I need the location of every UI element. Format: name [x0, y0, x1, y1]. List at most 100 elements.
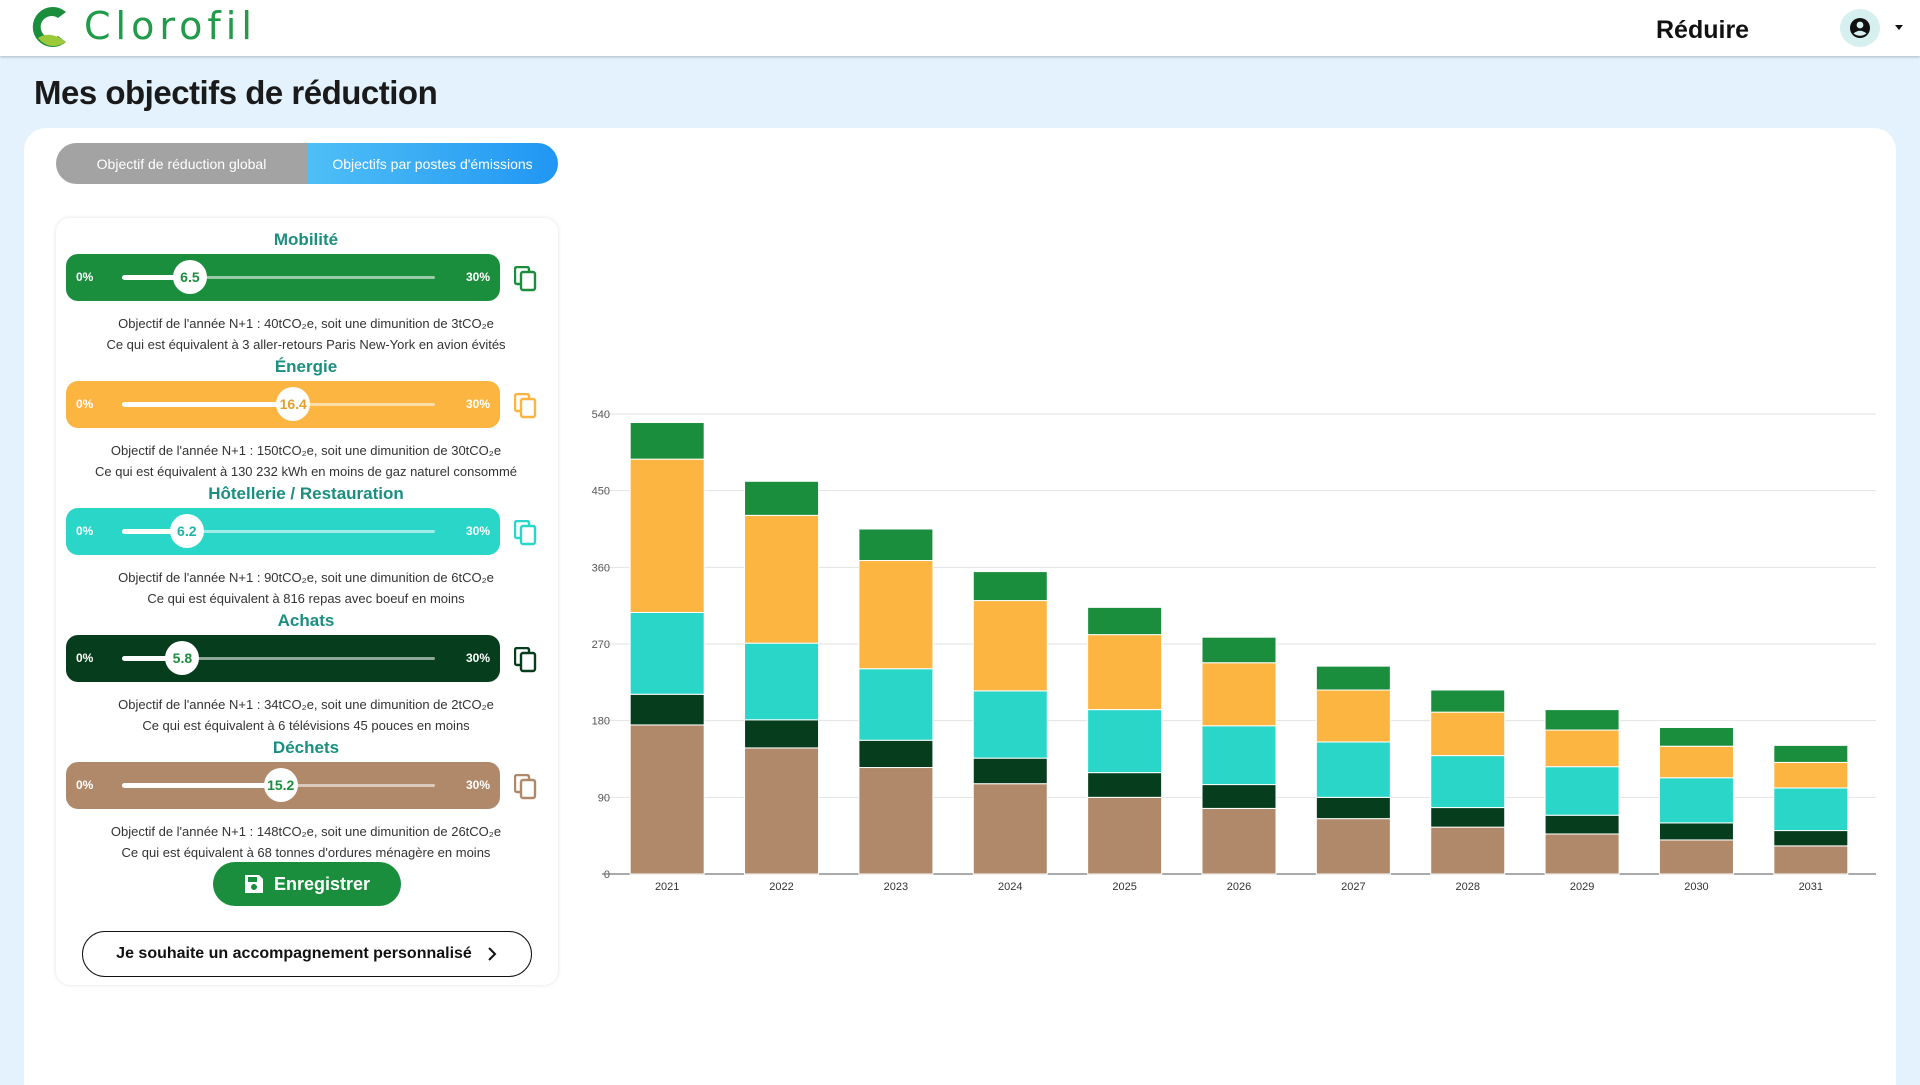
y-tick-label: 270 [592, 639, 610, 651]
copy-icon[interactable] [514, 774, 538, 800]
bar-segment-dechets[interactable] [1544, 833, 1620, 875]
bar-segment-energie[interactable] [1430, 711, 1506, 757]
x-tick-label: 2030 [1684, 881, 1708, 893]
slider-fill [122, 529, 187, 534]
bar-segment-energie[interactable] [1658, 745, 1734, 779]
bar-segment-hotellerie[interactable] [1087, 709, 1163, 774]
slider-thumb[interactable]: 6.2 [169, 514, 204, 548]
x-tick-label: 2022 [769, 881, 793, 893]
x-tick-label: 2021 [655, 881, 679, 893]
category-objective-text: Objectif de l'année N+1 : 148tCO₂e, soit… [110, 824, 502, 839]
bar-segment-dechets[interactable] [1201, 807, 1277, 875]
mobilite-slider[interactable]: 0% 6.5 30% [66, 254, 500, 301]
caret-down-icon[interactable] [1892, 20, 1906, 34]
copy-icon[interactable] [514, 647, 538, 673]
bar-segment-energie[interactable] [1544, 729, 1620, 768]
bar-segment-hotellerie[interactable] [1773, 787, 1849, 832]
bar-segment-mobilite[interactable] [1773, 744, 1849, 763]
bar-segment-achats[interactable] [1430, 807, 1506, 828]
bar-segment-mobilite[interactable] [1544, 709, 1620, 731]
bar-segment-energie[interactable] [1315, 689, 1391, 743]
bar-segment-achats[interactable] [1658, 822, 1734, 841]
bar-segment-achats[interactable] [972, 757, 1048, 785]
category-title: Énergie [274, 357, 338, 376]
bar-segment-mobilite[interactable] [972, 571, 1048, 602]
bar-segment-achats[interactable] [858, 739, 934, 769]
bar-segment-mobilite[interactable] [858, 528, 934, 562]
bar-segment-achats[interactable] [1201, 784, 1277, 809]
bar-segment-energie[interactable] [1201, 662, 1277, 727]
slider-thumb[interactable]: 5.8 [165, 641, 200, 675]
nav-link-reduire[interactable]: Réduire [1656, 16, 1750, 44]
slider-thumb[interactable]: 15.2 [263, 768, 298, 802]
account-circle-icon [1850, 18, 1870, 38]
save-button[interactable]: Enregistrer [213, 862, 401, 906]
bar-segment-dechets[interactable] [1658, 839, 1734, 875]
top-bar: Clorofil Réduire [0, 0, 1920, 56]
bar-segment-dechets[interactable] [629, 724, 705, 875]
slider-thumb[interactable]: 6.5 [172, 260, 207, 294]
bar-segment-energie[interactable] [1773, 761, 1849, 789]
copy-icon[interactable] [514, 393, 538, 419]
bar-segment-achats[interactable] [744, 719, 820, 749]
bar-segment-mobilite[interactable] [629, 422, 705, 460]
bar-segment-mobilite[interactable] [1658, 726, 1734, 747]
tab-emission-posts[interactable]: Objectifs par postes d'émissions [307, 143, 558, 184]
slider-thumb[interactable]: 16.4 [276, 387, 311, 421]
bar-segment-achats[interactable] [1315, 796, 1391, 820]
bar-segment-mobilite[interactable] [1087, 606, 1163, 636]
dechets-slider[interactable]: 0% 15.2 30% [66, 762, 500, 809]
bar-segment-achats[interactable] [1087, 772, 1163, 798]
chevron-right-icon [488, 947, 497, 961]
bar-segment-hotellerie[interactable] [972, 690, 1048, 759]
bar-segment-dechets[interactable] [1315, 818, 1391, 875]
y-tick-label: 180 [592, 716, 610, 728]
personalized-support-button[interactable]: Je souhaite un accompagnement personnali… [82, 931, 532, 977]
bar-segment-dechets[interactable] [1773, 845, 1849, 875]
bar-segment-mobilite[interactable] [1430, 689, 1506, 713]
slider-track: 15.2 [122, 768, 435, 802]
brand-name[interactable]: Clorofil [84, 4, 257, 48]
slider-min-label: 0% [76, 651, 94, 665]
y-tick-label: 450 [592, 486, 610, 498]
bar-segment-hotellerie[interactable] [629, 611, 705, 695]
bar-segment-hotellerie[interactable] [1315, 741, 1391, 798]
copy-icon[interactable] [514, 266, 538, 292]
x-tick-label: 2027 [1341, 881, 1365, 893]
bar-segment-hotellerie[interactable] [744, 642, 820, 721]
x-tick-label: 2023 [884, 881, 908, 893]
bar-segment-dechets[interactable] [1430, 826, 1506, 875]
bar-segment-achats[interactable] [1544, 814, 1620, 835]
bar-segment-dechets[interactable] [1087, 796, 1163, 875]
energie-slider[interactable]: 0% 16.4 30% [66, 381, 500, 428]
bar-segment-hotellerie[interactable] [858, 668, 934, 741]
bar-segment-energie[interactable] [1087, 634, 1163, 711]
bar-segment-achats[interactable] [629, 693, 705, 726]
bar-segment-dechets[interactable] [744, 747, 820, 875]
copy-icon[interactable] [514, 520, 538, 546]
tab-global-objective[interactable]: Objectif de réduction global [56, 143, 307, 184]
user-menu-button[interactable] [1840, 9, 1880, 47]
category-objective-text: Objectif de l'année N+1 : 150tCO₂e, soit… [110, 443, 502, 458]
achats-slider[interactable]: 0% 5.8 30% [66, 635, 500, 682]
save-button-label: Enregistrer [273, 873, 371, 894]
bar-segment-dechets[interactable] [858, 767, 934, 875]
bar-segment-mobilite[interactable] [744, 480, 820, 516]
bar-segment-dechets[interactable] [972, 783, 1048, 875]
slider-track: 6.2 [122, 514, 435, 548]
bar-segment-energie[interactable] [972, 600, 1048, 692]
bar-segment-hotellerie[interactable] [1658, 777, 1734, 824]
slider-fill [122, 783, 281, 788]
bar-segment-mobilite[interactable] [1201, 636, 1277, 664]
bar-segment-energie[interactable] [744, 514, 820, 644]
bar-segment-achats[interactable] [1773, 830, 1849, 847]
bar-segment-hotellerie[interactable] [1430, 755, 1506, 809]
bar-segment-mobilite[interactable] [1315, 665, 1391, 691]
bar-segment-hotellerie[interactable] [1201, 725, 1277, 786]
bar-segment-hotellerie[interactable] [1544, 766, 1620, 816]
bar-segment-energie[interactable] [629, 458, 705, 613]
bar-segment-energie[interactable] [858, 560, 934, 670]
y-tick-label: 90 [598, 792, 610, 804]
hotellerie-slider[interactable]: 0% 6.2 30% [66, 508, 500, 555]
